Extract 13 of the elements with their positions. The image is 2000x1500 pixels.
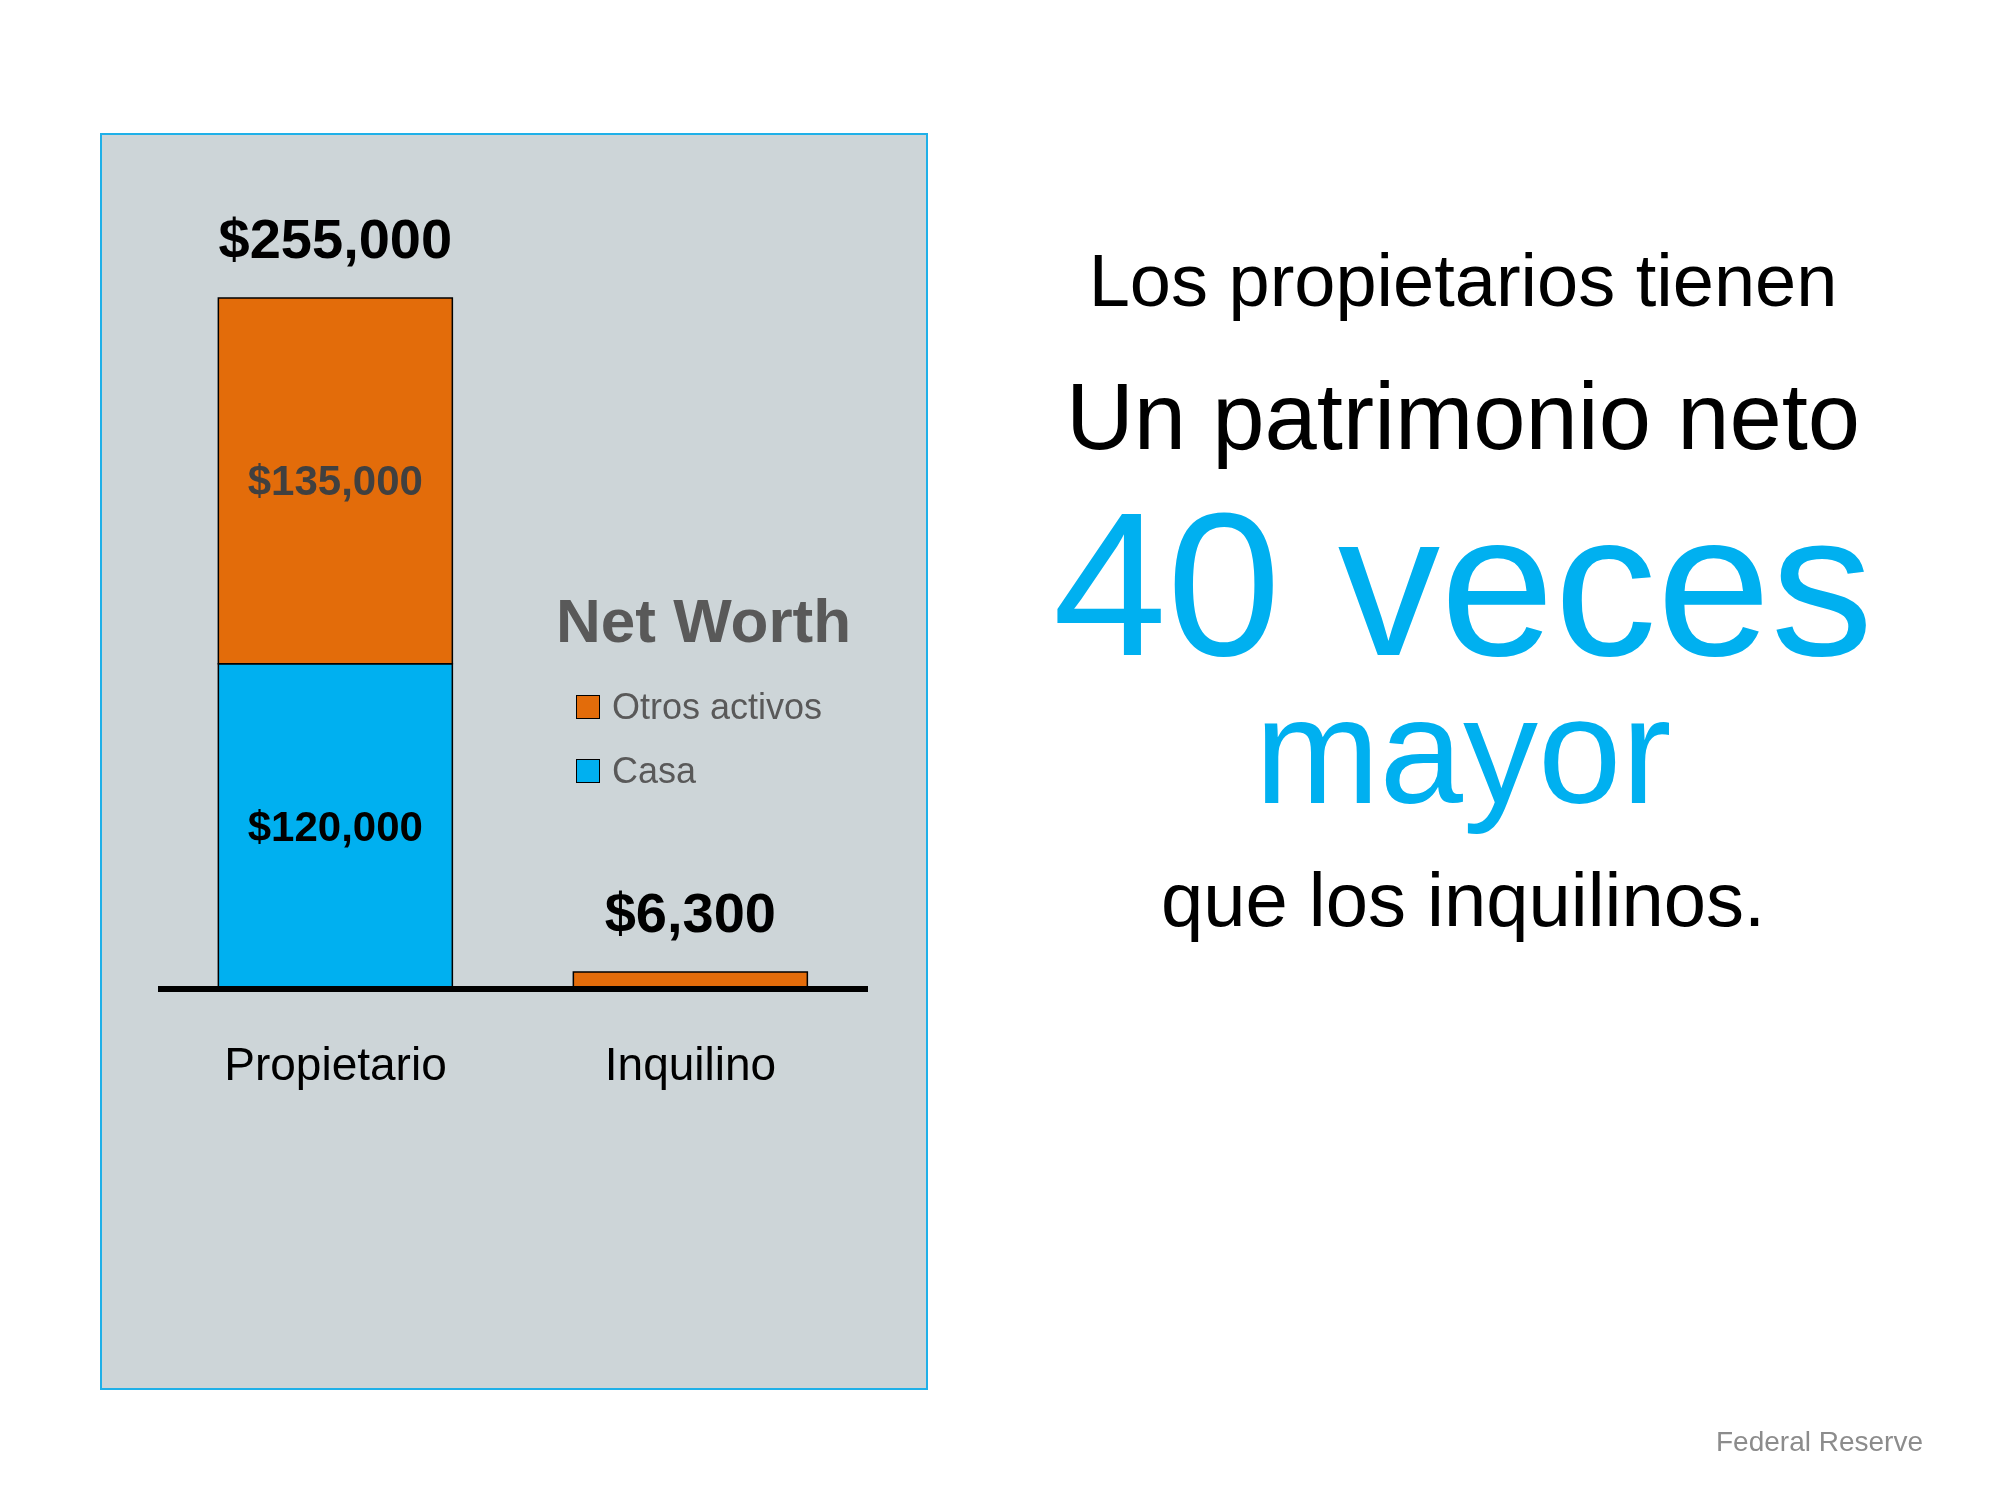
total-label: $255,000 xyxy=(218,207,453,270)
legend-label: Otros activos xyxy=(612,686,823,728)
text: Un patrimonio neto xyxy=(1064,363,1862,471)
x-tick-label: Inquilino xyxy=(604,1037,777,1090)
x-tick-label: Propietario xyxy=(224,1037,447,1090)
legend-label: Casa xyxy=(612,750,697,792)
legend-title: Net Worth xyxy=(556,585,853,656)
text: Federal Reserve xyxy=(1716,1426,1923,1458)
data-label: $135,000 xyxy=(247,457,423,505)
text: que los inquilinos. xyxy=(1159,856,1767,943)
text: Los propietarios tienen xyxy=(1087,238,1839,323)
total-label: $6,300 xyxy=(604,880,776,944)
data-label: $120,000 xyxy=(247,802,423,850)
